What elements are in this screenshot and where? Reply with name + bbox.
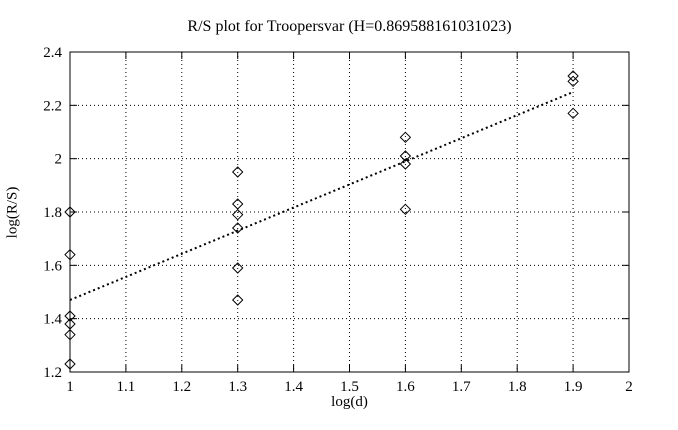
y-tick-label: 1.6 <box>43 258 62 274</box>
data-point-marker <box>567 107 579 120</box>
x-tick-label: 1.9 <box>564 379 583 395</box>
x-axis-label: log(d) <box>331 394 368 410</box>
y-tick-label: 2.4 <box>43 45 62 61</box>
data-point-marker <box>231 294 244 306</box>
y-tick-label: 2.2 <box>43 98 62 114</box>
y-axis-label: log(R/S) <box>4 186 21 239</box>
data-point-marker <box>567 75 579 88</box>
data-point-marker <box>399 203 412 216</box>
x-tick-label: 2 <box>625 379 633 395</box>
data-point-marker <box>231 262 244 274</box>
x-tick-label: 1.4 <box>284 379 303 395</box>
x-tick-label: 1.3 <box>228 379 247 395</box>
data-point-marker <box>64 248 76 261</box>
x-tick-label: 1.5 <box>340 379 359 395</box>
data-point-marker <box>64 328 76 341</box>
data-point-marker <box>231 222 244 234</box>
y-tick-label: 1.4 <box>43 312 62 328</box>
x-tick-label: 1.2 <box>172 379 191 395</box>
x-tick-label: 1.6 <box>396 379 415 395</box>
data-point-marker <box>64 358 76 370</box>
data-point-marker <box>399 158 412 170</box>
trend-line <box>69 91 574 301</box>
y-tick-label: 2 <box>55 152 63 168</box>
chart-title: R/S plot for Troopersvar (H=0.8695881610… <box>187 18 512 35</box>
x-tick-label: 1.1 <box>117 379 136 395</box>
y-tick-label: 1.2 <box>43 365 62 381</box>
plot-border <box>69 51 630 373</box>
data-point-marker <box>231 166 244 178</box>
x-tick-label: 1.7 <box>452 379 471 395</box>
x-tick-label: 1 <box>66 379 74 395</box>
y-tick-label: 1.8 <box>43 205 62 221</box>
data-point-marker <box>231 208 244 221</box>
data-point-marker <box>567 70 579 82</box>
data-point-marker <box>399 131 412 144</box>
data-point-marker <box>399 150 412 162</box>
x-tick-label: 1.8 <box>508 379 527 395</box>
data-point-marker <box>64 206 76 218</box>
data-point-marker <box>64 310 76 322</box>
